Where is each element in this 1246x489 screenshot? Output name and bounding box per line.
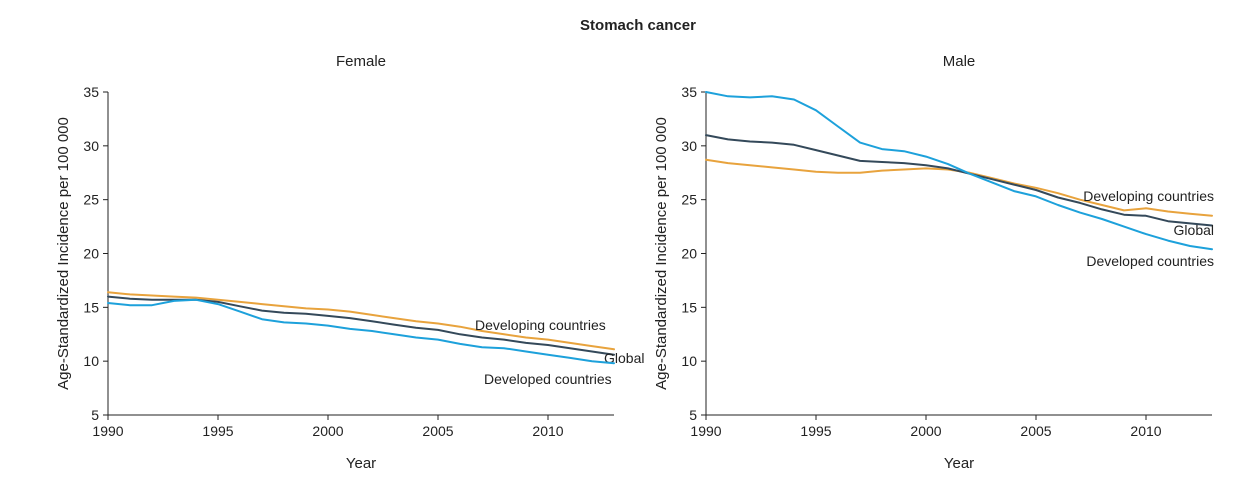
male-global-label: Global bbox=[1174, 222, 1214, 238]
female-x-tick-label: 1990 bbox=[92, 423, 123, 439]
male-y-tick-label: 5 bbox=[689, 407, 697, 423]
female-y-tick-label: 10 bbox=[83, 353, 99, 369]
male-x-tick-label: 2000 bbox=[910, 423, 941, 439]
male-developed-countries-label: Developed countries bbox=[1086, 253, 1214, 269]
male-x-tick-label: 2010 bbox=[1130, 423, 1161, 439]
female-x-tick-label: 2000 bbox=[312, 423, 343, 439]
male-y-tick-label: 25 bbox=[681, 192, 697, 208]
male-y-axis-label: Age-Standardized Incidence per 100 000 bbox=[653, 117, 670, 390]
male-developing-countries-label: Developing countries bbox=[1083, 188, 1214, 204]
female-y-tick-label: 15 bbox=[83, 299, 99, 315]
male-y-tick-label: 35 bbox=[681, 84, 697, 100]
male-developed-countries-line bbox=[705, 91, 1213, 251]
female-y-tick-label: 20 bbox=[83, 246, 99, 262]
female-y-tick-label: 30 bbox=[83, 138, 99, 154]
male-y-tick-label: 15 bbox=[681, 299, 697, 315]
male-x-tick-label: 1995 bbox=[800, 423, 831, 439]
male-y-tick-label: 10 bbox=[681, 353, 697, 369]
female-developed-countries-line bbox=[107, 298, 615, 365]
female-x-tick-label: 1995 bbox=[202, 423, 233, 439]
female-y-tick-label: 5 bbox=[91, 407, 99, 423]
male-panel-title: Male bbox=[943, 53, 976, 70]
female-developing-countries-line bbox=[107, 291, 615, 351]
figure-title: Stomach cancer bbox=[580, 17, 696, 34]
male-y-tick-label: 20 bbox=[681, 246, 697, 262]
female-x-axis-label: Year bbox=[346, 455, 376, 472]
male-chart-panel: Male 5 10 15 20 25 30 35 1990 1995 2000 2005 2010 Yea… bbox=[653, 53, 1214, 472]
female-developed-countries-label: Developed countries bbox=[484, 371, 612, 387]
male-x-tick-label: 2005 bbox=[1020, 423, 1051, 439]
female-x-tick-label: 2010 bbox=[532, 423, 563, 439]
male-global-line bbox=[705, 134, 1213, 227]
male-y-tick-label: 30 bbox=[681, 138, 697, 154]
female-x-tick-label: 2005 bbox=[422, 423, 453, 439]
female-panel-title: Female bbox=[336, 53, 386, 70]
female-y-tick-label: 25 bbox=[83, 192, 99, 208]
male-x-axis-label: Year bbox=[944, 455, 974, 472]
female-developing-countries-label: Developing countries bbox=[475, 317, 606, 333]
female-y-tick-label: 35 bbox=[83, 84, 99, 100]
female-y-axis-label: Age-Standardized Incidence per 100 000 bbox=[55, 117, 72, 390]
female-chart-panel: Female 5 10 15 20 25 30 35 1990 1995 2000 2005 2010 Y… bbox=[55, 53, 644, 472]
male-x-tick-label: 1990 bbox=[690, 423, 721, 439]
female-global-label: Global bbox=[604, 350, 644, 366]
